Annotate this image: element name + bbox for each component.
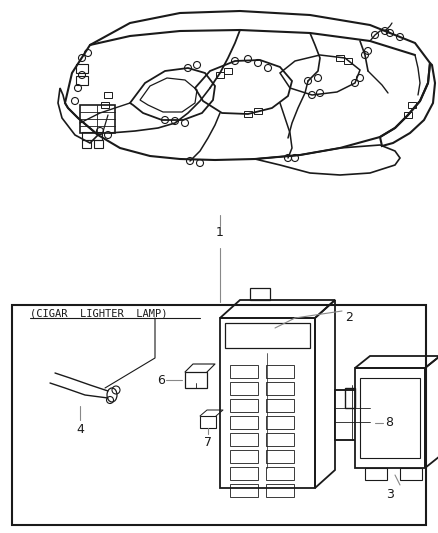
Bar bbox=[230, 365, 258, 378]
Bar bbox=[82, 132, 102, 140]
Bar bbox=[230, 382, 258, 395]
Bar bbox=[360, 378, 420, 458]
Bar bbox=[76, 76, 88, 85]
Bar bbox=[230, 399, 258, 412]
Text: 6: 6 bbox=[157, 374, 165, 386]
Bar bbox=[104, 92, 112, 98]
Bar bbox=[266, 416, 294, 429]
Bar bbox=[250, 288, 270, 300]
Bar bbox=[404, 112, 412, 118]
Text: 8: 8 bbox=[385, 416, 393, 430]
Text: 7: 7 bbox=[204, 436, 212, 449]
Bar bbox=[266, 433, 294, 446]
Bar bbox=[254, 108, 262, 114]
Bar bbox=[266, 484, 294, 497]
Bar bbox=[344, 58, 352, 64]
Bar bbox=[266, 382, 294, 395]
Bar bbox=[220, 318, 315, 488]
Bar bbox=[266, 365, 294, 378]
Bar bbox=[82, 140, 91, 148]
Text: (CIGAR  LIGHTER  LAMP): (CIGAR LIGHTER LAMP) bbox=[30, 308, 167, 318]
Bar bbox=[266, 450, 294, 463]
Bar bbox=[101, 102, 109, 108]
Bar bbox=[365, 468, 387, 480]
Bar bbox=[335, 390, 372, 440]
Bar bbox=[230, 433, 258, 446]
Bar bbox=[94, 140, 103, 148]
Bar bbox=[355, 368, 425, 468]
Text: 3: 3 bbox=[386, 488, 394, 501]
Bar bbox=[12, 305, 426, 525]
Bar bbox=[80, 105, 115, 133]
Bar bbox=[230, 484, 258, 497]
Text: 2: 2 bbox=[345, 311, 353, 324]
Bar bbox=[408, 102, 416, 108]
Bar bbox=[76, 64, 88, 73]
Text: 1: 1 bbox=[216, 227, 224, 239]
Bar bbox=[244, 111, 252, 117]
Bar bbox=[230, 450, 258, 463]
Bar bbox=[216, 72, 224, 78]
Bar bbox=[230, 416, 258, 429]
Bar bbox=[224, 68, 232, 74]
Bar bbox=[335, 390, 372, 440]
Bar bbox=[266, 399, 294, 412]
Bar bbox=[225, 323, 310, 348]
Text: 4: 4 bbox=[76, 423, 84, 436]
Bar bbox=[230, 467, 258, 480]
Bar bbox=[336, 55, 344, 61]
Bar bbox=[266, 467, 294, 480]
Bar bbox=[200, 416, 216, 428]
Bar bbox=[185, 372, 207, 388]
Bar bbox=[400, 468, 422, 480]
